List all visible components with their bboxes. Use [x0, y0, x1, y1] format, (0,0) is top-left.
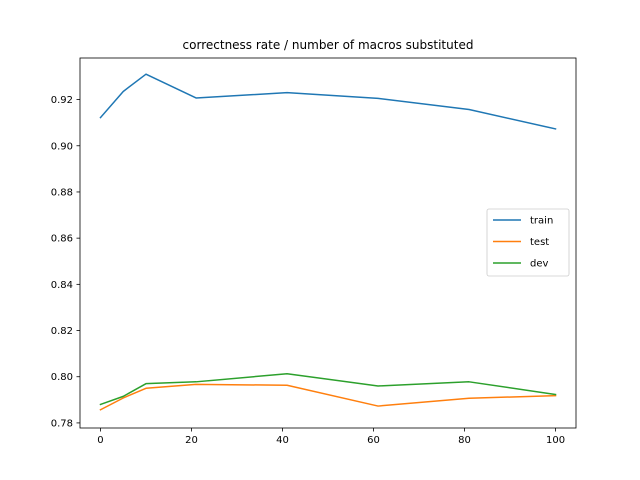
x-tick-label: 60	[367, 435, 380, 446]
x-axis: 0 20 40 60 80 100	[97, 428, 565, 446]
plot-frame	[79, 57, 577, 429]
y-tick-label: 0.86	[51, 234, 73, 245]
x-tick-label: 100	[546, 435, 565, 446]
x-tick-label: 80	[458, 435, 471, 446]
series-line-test	[99, 383, 557, 411]
legend-label-test: test	[530, 237, 549, 248]
series-line-train	[99, 73, 557, 130]
y-tick-label: 0.90	[51, 141, 73, 152]
legend-label-train: train	[530, 216, 553, 227]
series-line-dev	[99, 372, 557, 406]
y-tick-label: 0.78	[51, 418, 73, 429]
y-axis: 0.78 0.80 0.82 0.84 0.86 0.88 0.90 0.92	[51, 95, 80, 429]
y-tick-label: 0.82	[51, 326, 73, 337]
y-tick-label: 0.80	[51, 372, 73, 383]
y-tick-label: 0.88	[51, 187, 73, 198]
y-tick-label: 0.92	[51, 95, 73, 106]
legend-label-dev: dev	[530, 259, 549, 270]
x-tick-label: 40	[276, 435, 289, 446]
x-tick-label: 20	[185, 435, 198, 446]
x-tick-label: 0	[97, 435, 103, 446]
legend: train test dev	[486, 208, 570, 277]
plot-lines	[99, 73, 557, 411]
legend-box	[486, 208, 570, 277]
y-tick-label: 0.84	[51, 280, 73, 291]
chart-title: correctness rate / number of macros subs…	[183, 38, 474, 52]
